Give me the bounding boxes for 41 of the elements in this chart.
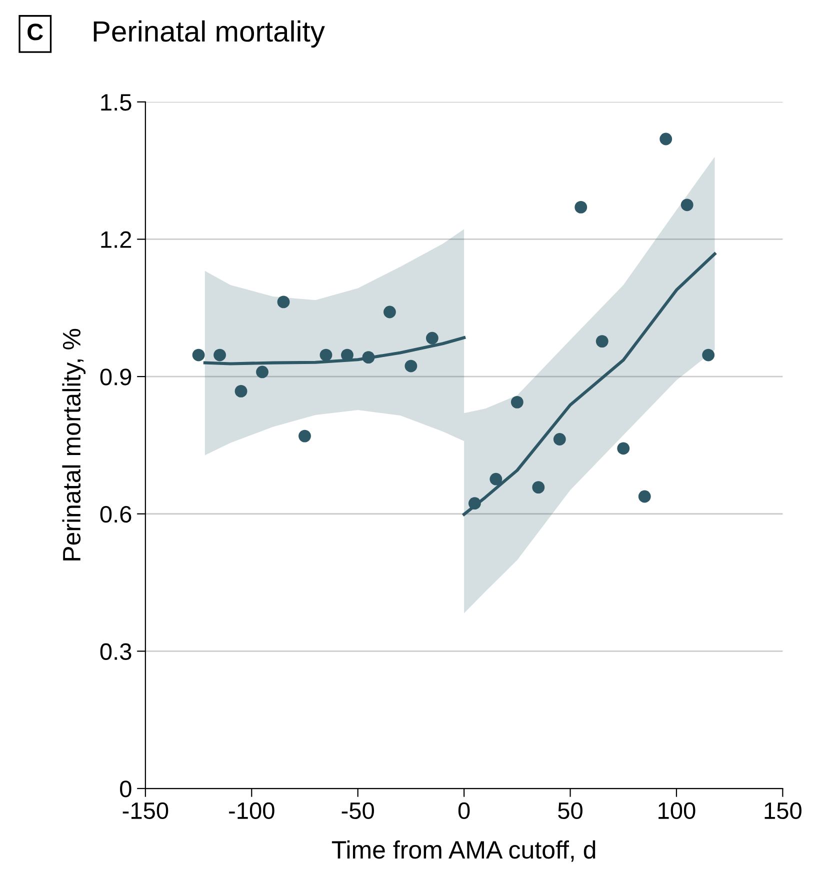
x-tick-label: 0 (458, 802, 470, 820)
point (660, 132, 672, 146)
point (638, 490, 651, 503)
y-axis-title: Perinatal mortality, % (62, 328, 86, 560)
y-tick-label: 0.9 (100, 368, 132, 386)
y-tick-label: 0.6 (100, 506, 132, 523)
point (532, 481, 545, 494)
point (383, 306, 396, 318)
point (234, 384, 248, 398)
point (426, 332, 438, 344)
line-series (462, 252, 716, 516)
point (510, 396, 524, 408)
x-tick-label: -150 (122, 802, 168, 820)
x-tick-label: 150 (764, 802, 802, 820)
point (404, 360, 418, 372)
y-tick-label: 1.5 (101, 94, 132, 111)
x-axis-title: Time from AMA cutoff, d (332, 840, 596, 862)
point (214, 348, 226, 362)
point (553, 433, 566, 446)
point (574, 200, 588, 214)
point (596, 335, 608, 348)
point (468, 497, 481, 510)
y-tick-label: 0 (120, 780, 132, 798)
point (320, 348, 332, 362)
point (490, 472, 502, 486)
x-tick-label: -50 (342, 802, 374, 820)
point (277, 296, 290, 308)
y-tick-label: 0.3 (100, 643, 132, 660)
text: C (28, 24, 44, 40)
x-tick-label: 50 (558, 802, 582, 820)
point (680, 198, 694, 212)
point (192, 348, 205, 362)
point (702, 348, 715, 362)
y-tick-label: 1.2 (101, 231, 132, 248)
point (362, 351, 375, 364)
point (256, 366, 268, 378)
point (617, 442, 630, 455)
point (298, 430, 311, 442)
x-tick-label: 100 (658, 802, 696, 820)
chart-title: Perinatal mortality (94, 20, 325, 48)
x-tick-label: -100 (229, 802, 274, 820)
